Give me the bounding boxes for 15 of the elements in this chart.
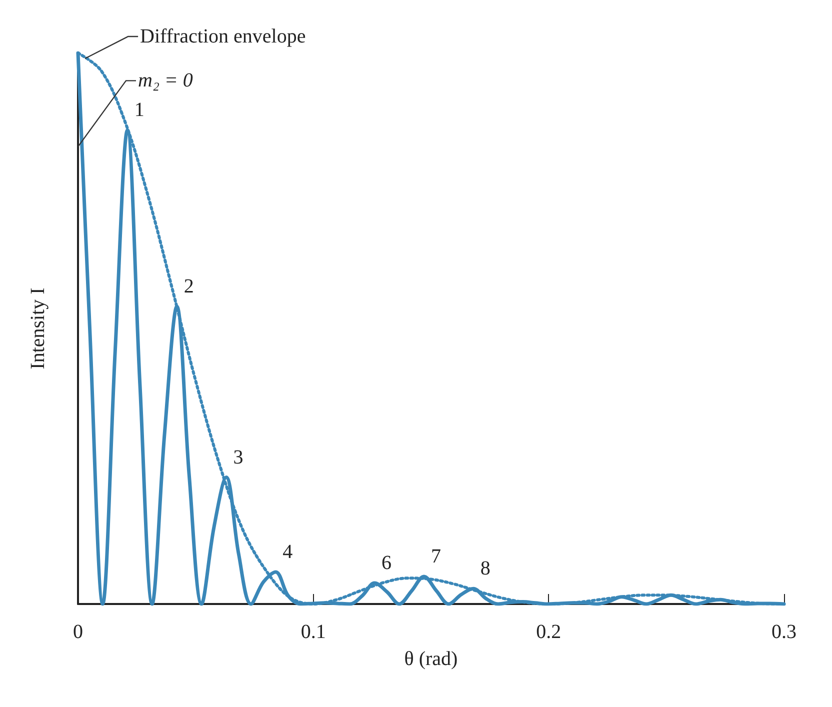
annotation: 7	[430, 545, 441, 568]
x-axis-title: θ (rad)	[404, 648, 458, 670]
x-tick-label: 0.2	[536, 621, 562, 643]
annotation: 1	[134, 99, 144, 122]
y-axis-title: Intensity I	[27, 288, 49, 370]
annotation: 2	[184, 275, 194, 298]
annotation: 6	[382, 552, 392, 574]
annotation: 8	[480, 558, 490, 580]
annotation: m₂ = 0	[138, 70, 193, 92]
x-tick-label: 0.1	[300, 621, 326, 643]
annotation: Diffraction envelope	[140, 26, 306, 48]
annotation: 3	[233, 446, 244, 468]
x-tick-label: 0.3	[772, 621, 796, 643]
x-tick-label: 0	[73, 621, 83, 643]
annotation: 4	[282, 541, 293, 564]
